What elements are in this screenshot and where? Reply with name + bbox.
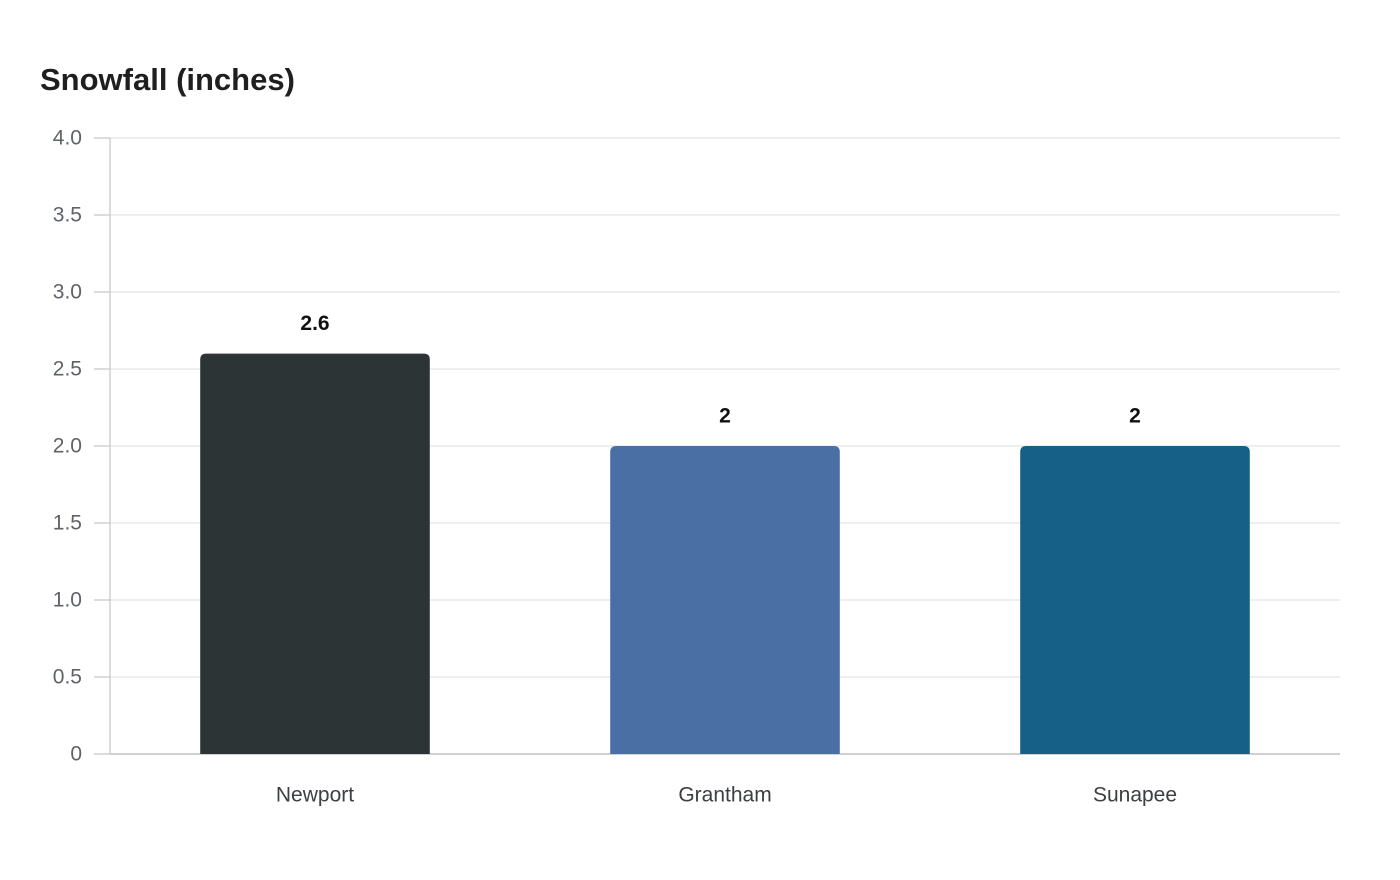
x-axis-categories: Newport Grantham Sunapee (276, 784, 1177, 807)
value-label-newport: 2.6 (300, 312, 329, 335)
value-label-grantham: 2 (719, 405, 731, 428)
y-tick-label: 0 (70, 743, 82, 766)
x-tick-label-grantham: Grantham (678, 784, 771, 807)
x-tick-label-newport: Newport (276, 784, 354, 807)
y-tick-label: 3.0 (53, 281, 82, 304)
y-tick-label: 4.0 (53, 127, 82, 150)
y-tick-label: 0.5 (53, 666, 82, 689)
y-tick-label: 1.0 (53, 589, 82, 612)
y-tick-label: 2.5 (53, 358, 82, 381)
x-tick-label-sunapee: Sunapee (1093, 784, 1177, 807)
bar-sunapee (1020, 446, 1250, 754)
y-tick-label: 1.5 (53, 512, 82, 535)
value-labels: 2.6 2 2 (300, 312, 1140, 427)
chart-title: Snowfall (inches) (40, 62, 295, 97)
value-label-sunapee: 2 (1129, 405, 1141, 428)
bars (200, 353, 1250, 754)
y-tick-label: 2.0 (53, 435, 82, 458)
bar-newport (200, 353, 430, 754)
y-tick-label: 3.5 (53, 204, 82, 227)
y-axis-ticks: 0 0.5 1.0 1.5 2.0 2.5 3.0 3.5 4.0 (53, 127, 110, 766)
bar-grantham (610, 446, 840, 754)
